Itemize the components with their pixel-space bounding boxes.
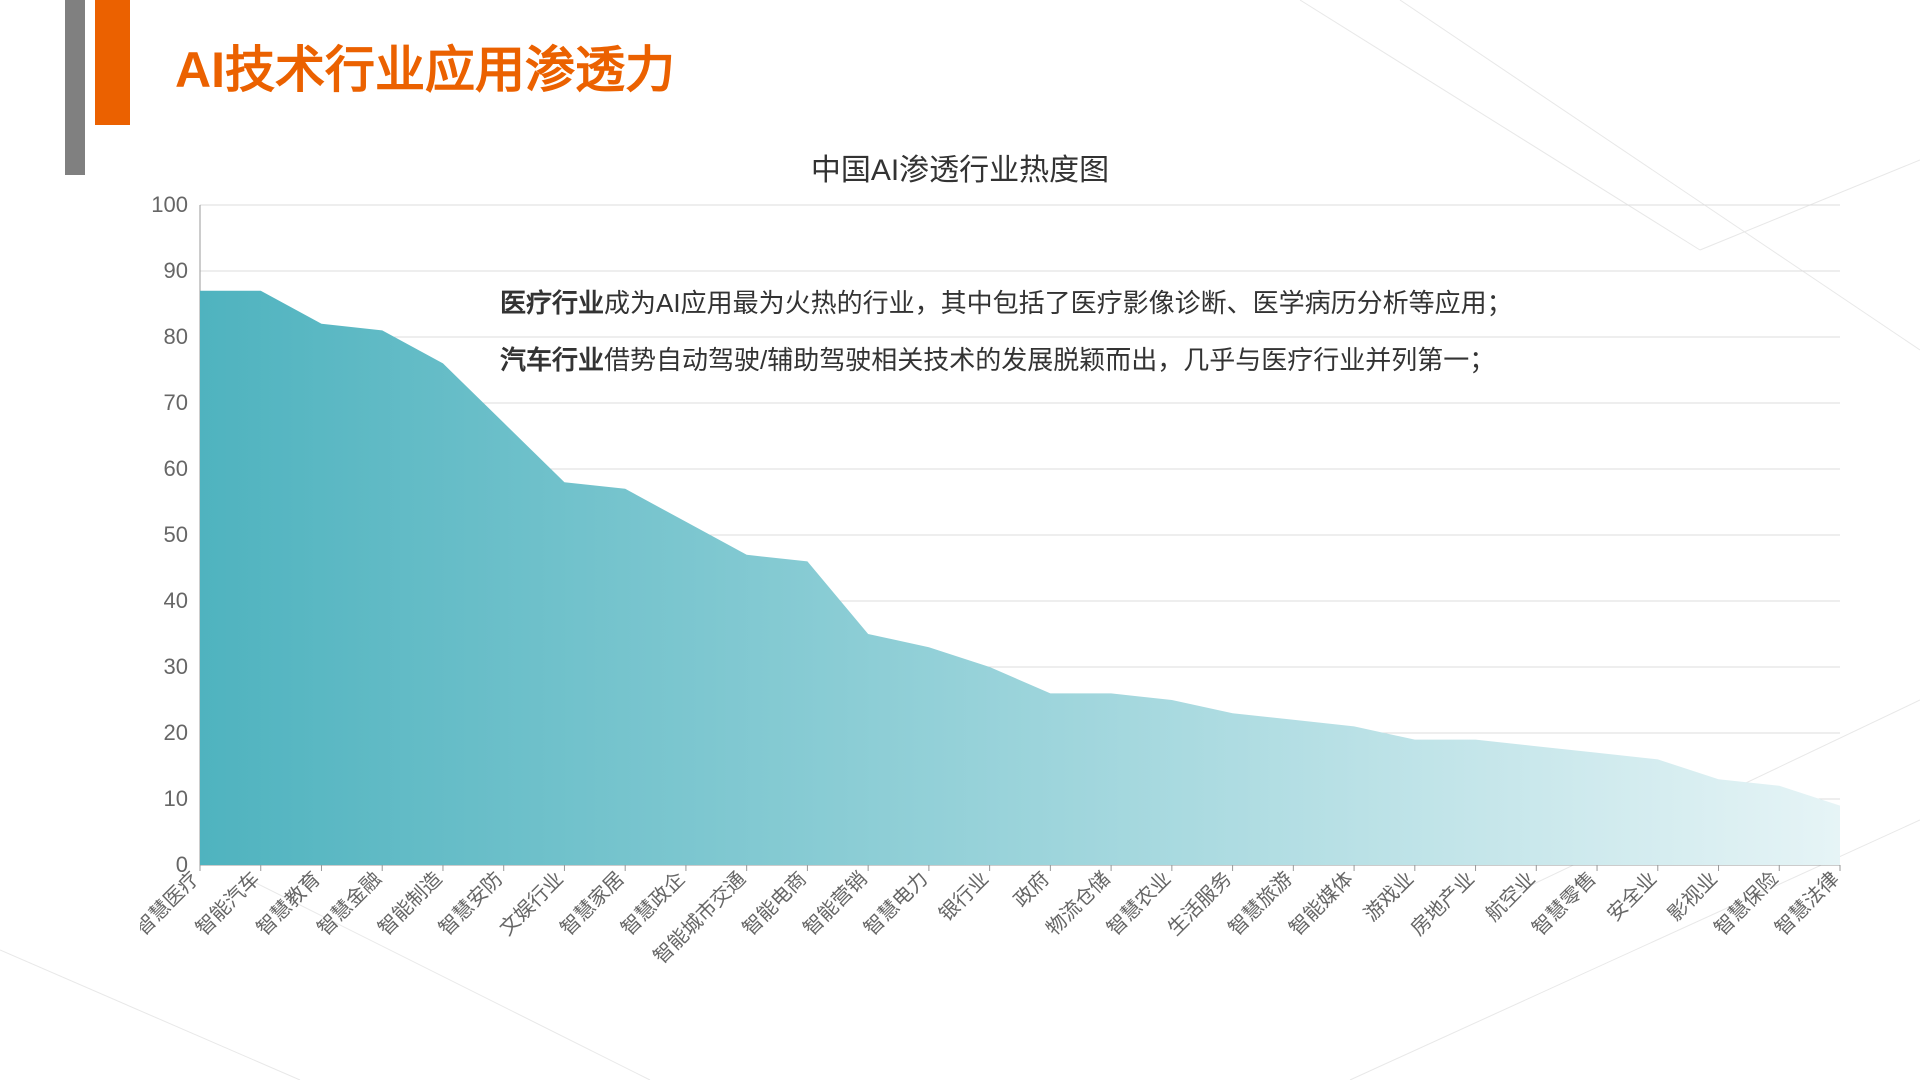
x-tick-label: 安全业 xyxy=(1603,867,1662,926)
x-tick-label: 智能电商 xyxy=(738,867,811,940)
annotation-line-2: 汽车行业借势自动驾驶/辅助驾驶相关技术的发展脱颖而出，几乎与医疗行业并列第一； xyxy=(500,332,1700,389)
x-tick-label: 智慧教育 xyxy=(252,867,325,940)
header-accent-bars xyxy=(65,0,130,175)
accent-bar-orange xyxy=(95,0,130,125)
chart-annotation: 医疗行业成为AI应用最为火热的行业，其中包括了医疗影像诊断、医学病历分析等应用；… xyxy=(500,275,1700,389)
y-tick-label: 70 xyxy=(164,390,188,415)
x-tick-label: 影视业 xyxy=(1663,867,1722,926)
x-tick-label: 智慧电力 xyxy=(860,867,933,940)
slide-title: AI技术行业应用渗透力 xyxy=(175,30,675,102)
y-tick-label: 50 xyxy=(164,522,188,547)
accent-bar-gray xyxy=(65,0,85,175)
x-tick-label: 智慧保险 xyxy=(1710,867,1783,940)
x-tick-label: 智慧农业 xyxy=(1103,867,1176,940)
x-tick-label: 智慧旅游 xyxy=(1224,867,1297,940)
x-tick-label: 文娱行业 xyxy=(495,867,568,940)
x-tick-label: 生活服务 xyxy=(1163,867,1236,940)
x-tick-label: 银行业 xyxy=(934,867,993,926)
x-tick-label: 智慧医疗 xyxy=(140,867,204,940)
x-tick-label: 航空业 xyxy=(1481,867,1540,926)
annotation-line-1: 医疗行业成为AI应用最为火热的行业，其中包括了医疗影像诊断、医学病历分析等应用； xyxy=(500,275,1700,332)
y-tick-label: 80 xyxy=(164,324,188,349)
x-tick-label: 智慧金融 xyxy=(313,867,386,940)
y-tick-label: 40 xyxy=(164,588,188,613)
x-tick-label: 智慧零售 xyxy=(1528,867,1601,940)
y-tick-label: 100 xyxy=(151,195,188,217)
x-tick-label: 政府 xyxy=(1009,867,1054,912)
x-tick-label: 房地产业 xyxy=(1406,867,1479,940)
y-tick-label: 20 xyxy=(164,720,188,745)
x-tick-label: 智能营销 xyxy=(799,867,872,940)
x-tick-label: 智慧家居 xyxy=(556,867,629,940)
x-tick-label: 物流仓储 xyxy=(1042,867,1115,940)
y-tick-label: 10 xyxy=(164,786,188,811)
x-tick-label: 智慧安防 xyxy=(434,867,507,940)
x-tick-label: 智慧法律 xyxy=(1771,867,1844,940)
chart-title: 中国AI渗透行业热度图 xyxy=(811,145,1109,189)
x-tick-label: 智能媒体 xyxy=(1285,867,1358,940)
y-tick-label: 30 xyxy=(164,654,188,679)
y-tick-label: 60 xyxy=(164,456,188,481)
y-tick-label: 90 xyxy=(164,258,188,283)
x-tick-label: 游戏业 xyxy=(1360,867,1419,926)
x-tick-label: 智能汽车 xyxy=(191,867,264,940)
x-tick-label: 智能制造 xyxy=(374,867,447,940)
